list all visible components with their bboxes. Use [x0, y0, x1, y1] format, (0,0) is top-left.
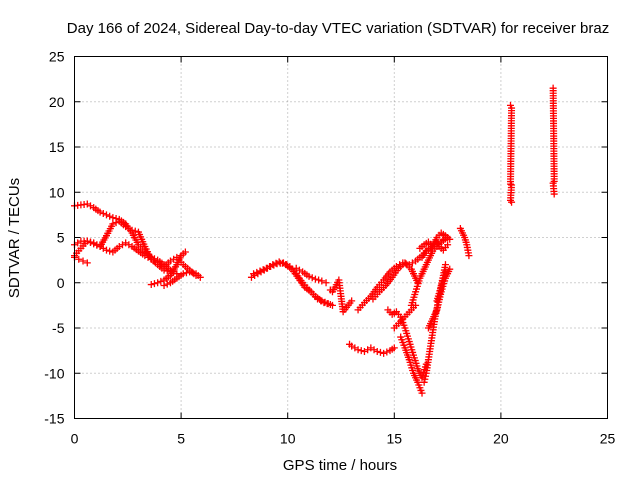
data-point: [311, 275, 319, 283]
data-point: [189, 269, 197, 277]
y-axis: -15 -10 -5 0 5 10 15 20 25: [44, 49, 608, 427]
data-point: [154, 279, 162, 287]
data-point: [550, 190, 558, 198]
data-point: [508, 198, 516, 206]
data-point: [418, 389, 426, 397]
data-point: [320, 299, 328, 307]
x-tick-label: 20: [493, 431, 509, 447]
x-tick-label: 10: [280, 431, 296, 447]
data-point: [373, 348, 381, 356]
chart-title: Day 166 of 2024, Sidereal Day-to-day VTE…: [67, 20, 609, 37]
data-point: [196, 273, 204, 281]
data-point: [421, 375, 429, 383]
data-point: [444, 241, 452, 249]
data-point: [380, 349, 388, 357]
x-tick-label: 25: [600, 431, 616, 447]
data-point: [83, 259, 91, 267]
data-point: [315, 276, 323, 284]
data-point: [441, 261, 449, 269]
data-series: [71, 84, 558, 397]
data-point: [308, 274, 316, 282]
data-point: [348, 297, 356, 305]
data-point: [322, 279, 330, 287]
data-point: [259, 266, 267, 274]
data-point: [354, 346, 362, 354]
y-tick-label: -10: [44, 365, 64, 381]
data-point: [323, 300, 331, 308]
data-point: [506, 180, 514, 188]
x-tick-label: 15: [387, 431, 403, 447]
data-point: [150, 280, 158, 288]
grid-lines: [74, 56, 608, 419]
data-point: [420, 378, 428, 386]
data-point: [182, 269, 190, 277]
data-point: [465, 252, 473, 260]
data-point: [422, 372, 430, 380]
data-point: [128, 226, 136, 234]
data-point: [275, 258, 283, 266]
data-point: [106, 212, 114, 220]
y-tick-label: 0: [57, 275, 65, 291]
data-point: [376, 348, 384, 356]
x-axis: 0 5 10 15 20 25: [71, 56, 616, 447]
data-point: [446, 235, 454, 243]
data-point: [86, 238, 94, 246]
data-point: [269, 261, 277, 269]
data-point: [131, 227, 139, 235]
data-point: [253, 268, 261, 276]
data-point: [147, 281, 155, 289]
data-point: [326, 300, 334, 308]
data-point: [102, 246, 110, 254]
data-point: [163, 280, 171, 288]
x-tick-label: 5: [177, 431, 185, 447]
data-point: [186, 268, 194, 276]
data-point: [83, 237, 91, 245]
data-point: [157, 277, 165, 285]
data-point: [99, 210, 107, 218]
y-tick-label: 10: [49, 184, 65, 200]
data-point: [278, 259, 286, 267]
data-point: [383, 348, 391, 356]
y-tick-label: 20: [49, 94, 65, 110]
data-point: [318, 277, 326, 285]
data-point: [79, 257, 87, 265]
data-point: [75, 255, 83, 263]
data-point: [109, 214, 117, 222]
data-point: [102, 211, 110, 219]
x-tick-label: 0: [71, 431, 79, 447]
y-tick-label: 15: [49, 139, 65, 155]
data-point: [402, 260, 410, 268]
data-point: [434, 239, 442, 247]
data-point: [96, 208, 104, 216]
y-tick-label: -15: [44, 411, 64, 427]
data-point: [106, 247, 114, 255]
data-point: [357, 347, 365, 355]
y-tick-label: 25: [49, 49, 65, 65]
data-point: [181, 248, 189, 256]
plot-frame: [74, 56, 608, 419]
data-point: [250, 270, 258, 278]
y-axis-label: SDTVAR / TECUs: [6, 178, 23, 298]
y-tick-label: -5: [52, 320, 65, 336]
data-point: [256, 267, 264, 275]
y-tick-label: 5: [57, 230, 65, 246]
data-point: [305, 272, 313, 280]
data-point: [160, 281, 168, 289]
data-point: [272, 259, 280, 267]
data-point: [179, 270, 187, 278]
data-point: [390, 344, 398, 352]
data-point: [109, 220, 117, 228]
data-point: [446, 265, 454, 273]
x-axis-label: GPS time / hours: [283, 457, 397, 474]
